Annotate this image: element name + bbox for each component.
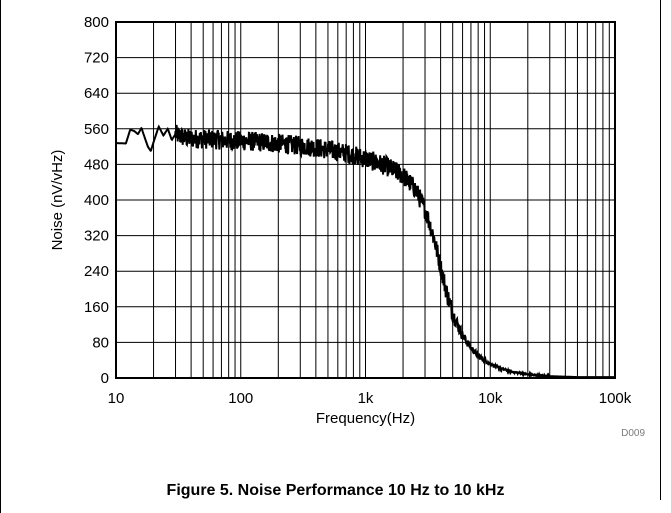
left-border [0,0,1,513]
y-tick-label: 160 [84,299,109,316]
x-tick-label: 10k [478,390,503,407]
x-tick-label: 1k [358,390,374,407]
y-tick-label: 400 [84,192,109,209]
grid [115,21,615,379]
x-axis-label: Frequency(Hz) [316,410,415,427]
plot-border [115,21,616,379]
figure-code: D009 [621,428,645,439]
y-axis-label: Noise (nV/vHz) [49,150,66,251]
figure-caption: Figure 5. Noise Performance 10 Hz to 10 … [166,482,505,499]
y-tick-label: 800 [84,14,109,31]
y-tick-label: 640 [84,85,109,102]
y-ticks: 0 80 160 240 320 400 480 560 640 720 800 [84,14,109,387]
y-tick-label: 320 [84,228,109,245]
x-tick-label: 100k [599,390,632,407]
y-tick-label: 560 [84,121,109,138]
y-tick-label: 720 [84,50,109,67]
x-tick-label: 10 [108,390,125,407]
series-line [115,124,615,379]
right-border [660,0,661,500]
y-tick-label: 240 [84,263,109,280]
x-tick-label: 100 [228,390,253,407]
y-tick-label: 480 [84,156,109,173]
y-tick-label: 80 [92,334,109,351]
x-ticks: 10 100 1k 10k 100k [108,390,632,407]
y-tick-label: 0 [101,370,109,387]
